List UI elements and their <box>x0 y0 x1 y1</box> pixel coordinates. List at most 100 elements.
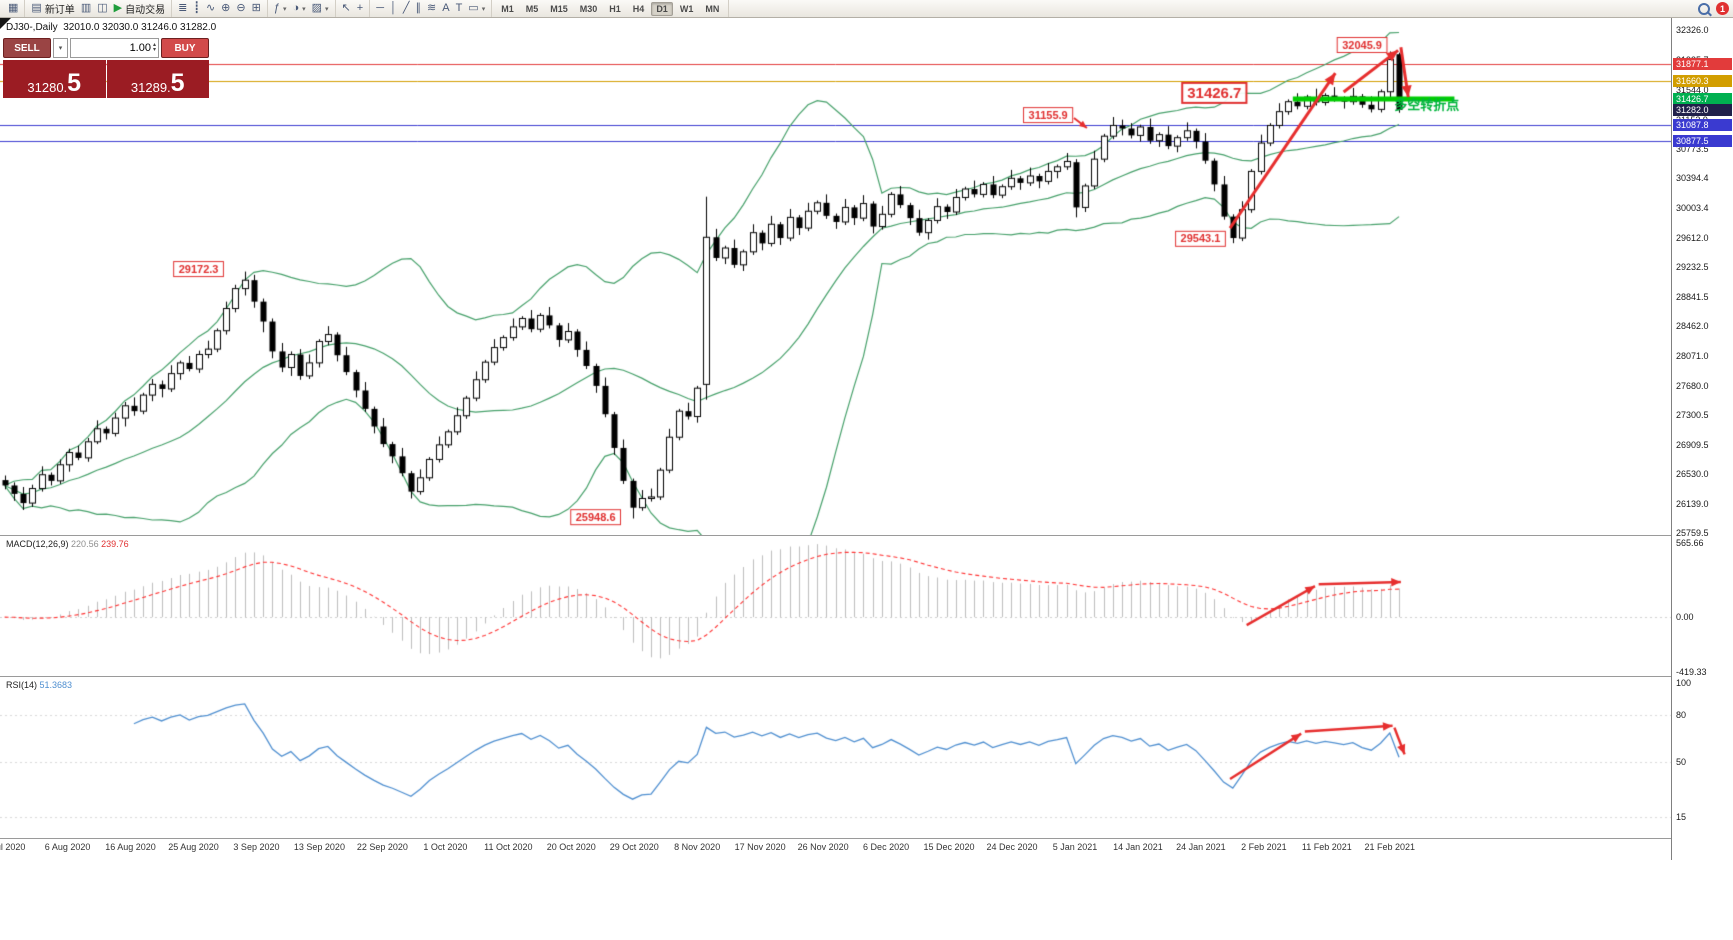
shapes-tool-button[interactable]: ▭ ▾ <box>465 1 488 16</box>
step-down-icon[interactable]: ▾ <box>152 47 156 53</box>
timeframe-h4[interactable]: H4 <box>632 3 645 14</box>
macd-name: MACD(12,26,9) <box>6 539 69 549</box>
bar-chart-button[interactable]: ≣ <box>175 1 190 16</box>
sell-price-button[interactable]: 31280. 5 <box>3 60 106 98</box>
vertical-line-tool-button[interactable]: │ <box>387 1 400 16</box>
step-up-icon[interactable]: ▴ <box>152 42 156 48</box>
chevron-down-icon: ▾ <box>58 45 63 52</box>
panel-separator[interactable] <box>0 676 1733 677</box>
text-tool-button[interactable]: A <box>439 1 452 16</box>
horizontal-line-tool-button[interactable]: ─ <box>373 1 387 16</box>
label-tool-button[interactable]: T <box>453 1 466 16</box>
timeframe-m1[interactable]: M1 <box>501 3 514 14</box>
candlestick-chart-button[interactable]: ┋ <box>190 1 203 16</box>
price-tick: 30394.4 <box>1676 172 1709 183</box>
text-tool-icon: A <box>442 2 450 14</box>
crosshair-tool-button[interactable]: + <box>354 1 366 16</box>
price-tick: 30773.5 <box>1676 143 1709 154</box>
new-chart-window-button[interactable]: ▦ <box>5 1 21 16</box>
cursor-tool-button[interactable]: ↖ <box>339 1 354 16</box>
zoom-out-button[interactable]: ⊖ <box>233 1 248 16</box>
time-axis-label: 16 Aug 2020 <box>105 842 156 852</box>
label-tool-icon: T <box>455 2 463 14</box>
tile-windows-button[interactable]: ⊞ <box>249 1 264 16</box>
timeframe-mn[interactable]: MN <box>705 3 720 14</box>
time-axis-label: 2 Feb 2021 <box>1241 842 1287 852</box>
price-tick: 29232.5 <box>1676 261 1709 272</box>
macd-tick: 0.00 <box>1676 612 1694 623</box>
autotrade-button-button[interactable]: ▶ 自动交易 <box>111 1 168 17</box>
notification-badge[interactable]: 1 <box>1716 2 1729 15</box>
chart-symbol-header: DJ30-,Daily 32010.0 32030.0 31246.0 3128… <box>6 22 217 33</box>
rsi-value: 51.3683 <box>39 680 73 690</box>
new-order-button-icon: ▤ <box>31 2 42 14</box>
chevron-down-icon: ▾ <box>481 5 486 13</box>
time-axis-label: 11 Feb 2021 <box>1301 842 1352 852</box>
buy-button[interactable]: BUY <box>161 38 209 58</box>
time-axis-label: 29 Oct 2020 <box>609 842 659 852</box>
timeframe-m5[interactable]: M5 <box>525 3 539 14</box>
timeframe-m30[interactable]: M30 <box>579 3 598 14</box>
charts-profile-button[interactable]: ▥ <box>78 1 94 16</box>
time-axis-label: 3 Sep 2020 <box>233 842 280 852</box>
timeframe-d1[interactable]: D1 <box>651 1 673 16</box>
zoom-in-icon: ⊕ <box>221 2 231 14</box>
sell-button[interactable]: SELL <box>3 38 51 58</box>
fibonacci-tool-button[interactable]: ≋ <box>424 1 439 16</box>
macd-panel-canvas[interactable] <box>0 536 1671 676</box>
main-toolbar: ▦ ▤ 新订单 ▥ ◫ ▶ 自动交易 ≣ ┋ ∿ ⊕ ⊖ ⊞ ƒ ▾ ◑ ▾ ▨ ▾ ↖ + ─ │ ╱ ∥ ≋ A T ▭ ▾ M1 M5 M… <box>0 0 1733 18</box>
panel-separator[interactable] <box>0 535 1733 536</box>
time-axis-label: 22 Sep 2020 <box>356 842 408 852</box>
lot-size-input[interactable]: 1.00 ▴ ▾ <box>70 38 159 58</box>
toolbar-group: ─ │ ╱ ∥ ≋ A T ▭ ▾ <box>370 0 493 17</box>
macd-signal-value: 239.76 <box>101 539 129 549</box>
line-chart-icon: ∿ <box>205 2 216 14</box>
price-line-label: 31426.7 <box>1673 92 1732 105</box>
trendline-tool-button[interactable]: ╱ <box>400 1 413 16</box>
timeframe-h1[interactable]: H1 <box>609 3 621 14</box>
price-axis[interactable]: 32326.031935.731544.031153.930773.530394… <box>1671 18 1733 860</box>
search-icon[interactable] <box>1698 2 1710 15</box>
price-line-label: 30877.5 <box>1673 134 1732 147</box>
toolbar-group: ↖ + <box>336 0 371 17</box>
timeframe-w1[interactable]: W1 <box>679 3 694 14</box>
horizontal-line-tool-icon: ─ <box>376 2 384 14</box>
price-tick: 30003.4 <box>1676 202 1709 213</box>
fibonacci-tool-icon: ≋ <box>427 2 437 14</box>
channel-tool-button[interactable]: ∥ <box>413 1 425 16</box>
sell-price-big-digit: 5 <box>67 69 82 97</box>
autotrade-button-label: 自动交易 <box>125 5 166 16</box>
time-axis-label: 11 Oct 2020 <box>484 842 533 852</box>
indicators-menu-button[interactable]: ƒ ▾ <box>271 1 290 16</box>
zoom-in-button[interactable]: ⊕ <box>218 1 233 16</box>
panel-separator[interactable] <box>0 838 1733 839</box>
one-click-trading-panel: SELL ▾ 1.00 ▴ ▾ BUY 31280. 5 31289. 5 <box>3 38 209 98</box>
lot-stepper[interactable]: ▴ ▾ <box>152 42 156 53</box>
price-chart-canvas[interactable] <box>0 18 1671 535</box>
vertical-line-tool-icon: │ <box>390 2 397 14</box>
rsi-panel-canvas[interactable] <box>0 677 1671 838</box>
terminal-window-button[interactable]: ◫ <box>94 1 110 16</box>
lot-preset-dropdown[interactable]: ▾ <box>53 38 68 58</box>
price-line-label: 31877.1 <box>1673 58 1732 71</box>
chevron-down-icon: ▾ <box>282 5 287 13</box>
price-line-label: 31660.3 <box>1673 74 1732 87</box>
price-tick: 28071.0 <box>1676 350 1709 361</box>
rsi-name: RSI(14) <box>6 680 38 690</box>
price-tick: 25759.5 <box>1676 528 1709 538</box>
one-click-collapse-icon[interactable] <box>0 18 11 29</box>
time-axis-label: 8 Nov 2020 <box>674 842 721 852</box>
periods-menu-button[interactable]: ◑ ▾ <box>289 1 308 16</box>
buy-price-button[interactable]: 31289. 5 <box>106 60 209 98</box>
bar-chart-icon: ≣ <box>178 2 188 14</box>
templates-menu-button[interactable]: ▨ ▾ <box>309 1 332 16</box>
time-axis-label: 13 Sep 2020 <box>293 842 345 852</box>
buy-price-big-digit: 5 <box>170 69 185 97</box>
periods-menu-icon: ◑ <box>292 2 300 14</box>
timeframe-m15[interactable]: M15 <box>550 3 568 14</box>
time-axis[interactable]: 8 Jul 2020 6 Aug 2020 16 Aug 2020 25 Aug 20… <box>0 839 1671 859</box>
price-tick: 26139.0 <box>1676 498 1709 509</box>
new-order-button-button[interactable]: ▤ 新订单 <box>28 1 77 17</box>
line-chart-button[interactable]: ∿ <box>203 1 218 16</box>
cursor-tool-icon: ↖ <box>341 2 351 14</box>
